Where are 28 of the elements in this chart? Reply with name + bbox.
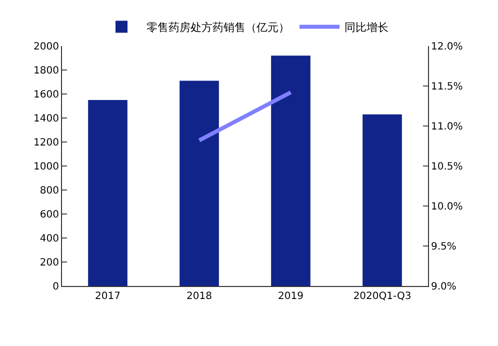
bar bbox=[271, 56, 310, 286]
y-tick-label: 1000 bbox=[34, 162, 59, 172]
y-tick-label: 600 bbox=[40, 210, 59, 220]
bar bbox=[88, 100, 128, 286]
y-tick-label: 1800 bbox=[34, 66, 59, 76]
y2-tick-label: 11.5% bbox=[431, 82, 463, 92]
legend-label: 零售药房处方药销售（亿元） bbox=[146, 20, 290, 34]
legend-label: 同比增长 bbox=[344, 20, 388, 34]
y-tick-label: 1200 bbox=[34, 138, 59, 148]
y-tick-label: 800 bbox=[40, 186, 59, 196]
x-tick-label: 2020Q1-Q3 bbox=[353, 291, 412, 302]
y-tick-label: 1400 bbox=[34, 114, 59, 124]
y-tick-label: 0 bbox=[52, 282, 59, 292]
bar bbox=[362, 114, 402, 286]
x-tick-label: 2017 bbox=[95, 291, 120, 302]
y2-tick-label: 9.5% bbox=[431, 242, 456, 252]
y2-tick-label: 11.0% bbox=[431, 122, 463, 132]
y-tick-label: 2000 bbox=[34, 42, 59, 52]
x-tick-label: 2019 bbox=[278, 291, 304, 302]
y2-tick-label: 12.0% bbox=[431, 42, 463, 52]
y-tick-label: 200 bbox=[40, 258, 59, 268]
bar bbox=[180, 80, 219, 286]
y-tick-label: 1600 bbox=[34, 90, 59, 100]
x-tick-label: 2018 bbox=[186, 291, 212, 302]
y2-tick-label: 10.0% bbox=[431, 202, 463, 212]
y2-tick-label: 10.5% bbox=[431, 162, 463, 172]
y-tick-label: 400 bbox=[40, 234, 59, 244]
y2-tick-label: 9.0% bbox=[431, 282, 456, 292]
